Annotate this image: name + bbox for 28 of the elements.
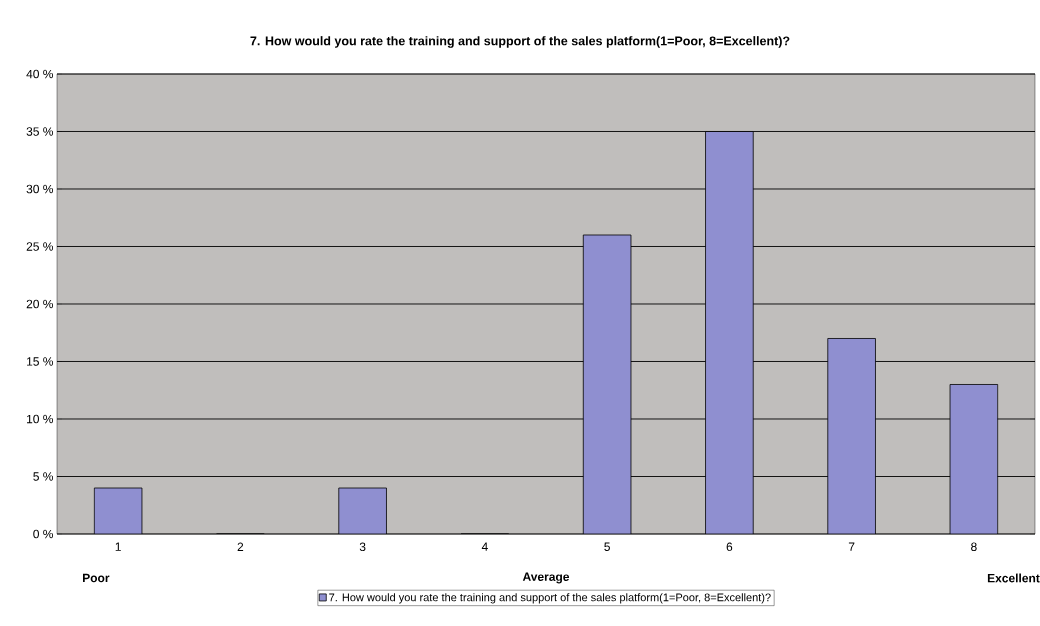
x-tick-label: 1 [115, 542, 121, 551]
bar [93, 487, 143, 534]
text: Poor [83, 573, 110, 583]
y-tick-label: 25 % [26, 242, 54, 251]
x-tick-label: 6 [726, 542, 733, 552]
bar [949, 384, 999, 534]
y-tick-label: 15 % [27, 357, 54, 366]
y-tick-label: 5 % [33, 472, 54, 481]
x-tick-label: 5 [604, 542, 610, 551]
bar [827, 338, 876, 534]
bar [705, 131, 754, 534]
x-tick-label: 3 [359, 542, 366, 552]
x-tick-label: 4 [481, 542, 488, 551]
text: Average [522, 572, 570, 584]
y-tick-label: 35 % [26, 127, 54, 136]
y-tick-label: 40 % [26, 69, 54, 79]
y-tick-label: 30 % [26, 184, 54, 194]
bar [338, 487, 387, 534]
chart-title: 7. How would you rate the training and support of the sales platform(1=Poor, 8=Excellent)? [250, 36, 790, 48]
x-tick-label: 8 [971, 542, 977, 552]
y-tick-label: 0 % [33, 529, 54, 539]
y-tick-label: 20 % [26, 299, 54, 309]
y-tick-label: 10 % [27, 414, 54, 424]
x-tick-label: 7 [848, 542, 855, 551]
legend-label: 7. How would you rate the training and support of the sales platform(1=Poor, 8=Excellent)? [329, 593, 771, 604]
text: Excellent [987, 573, 1040, 583]
bar [582, 234, 632, 534]
x-tick-label: 2 [237, 542, 244, 551]
